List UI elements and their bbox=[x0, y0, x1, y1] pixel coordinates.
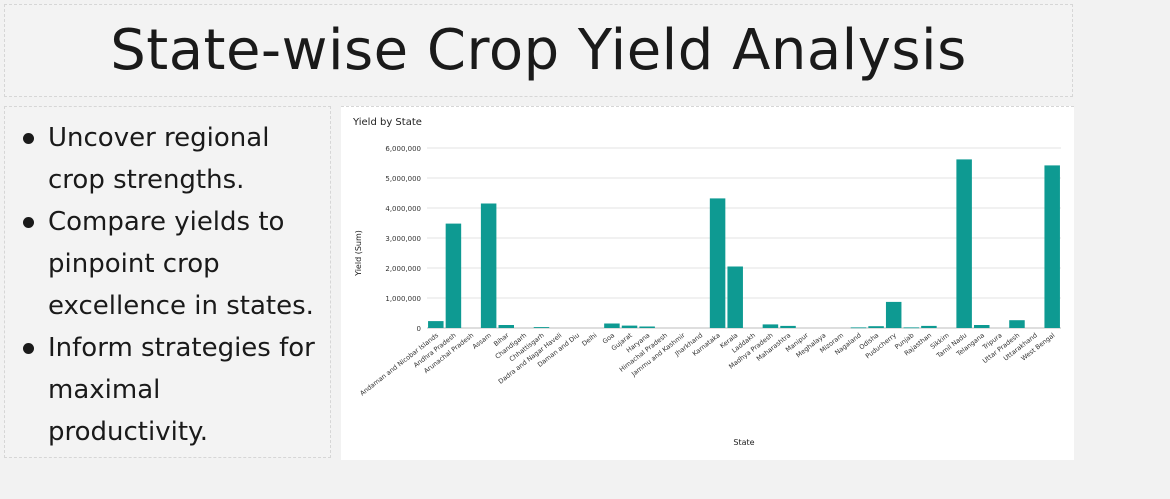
yield-bar-chart: Yield by State Yield (Sum) State 0 1,000,… bbox=[352, 117, 1061, 447]
bullet-item: Inform strategies for maximal productivi… bbox=[19, 327, 322, 453]
bar[interactable] bbox=[639, 326, 655, 329]
bar[interactable] bbox=[604, 323, 620, 329]
bullet-item: Compare yields to pinpoint crop excellen… bbox=[19, 201, 322, 327]
bar[interactable] bbox=[445, 223, 462, 328]
bar[interactable] bbox=[956, 159, 972, 328]
y-tick-label: 2,000,000 bbox=[385, 265, 421, 273]
y-tick-label: 0 bbox=[417, 325, 421, 333]
bar[interactable] bbox=[974, 325, 990, 328]
bar[interactable] bbox=[727, 266, 743, 329]
bullet-item: Uncover regional crop strengths. bbox=[19, 117, 322, 201]
x-tick-label: Assam bbox=[471, 331, 493, 351]
bar[interactable] bbox=[921, 325, 937, 328]
y-tick-label: 6,000,000 bbox=[385, 145, 421, 153]
bar[interactable] bbox=[885, 301, 902, 328]
y-tick-label: 1,000,000 bbox=[385, 295, 421, 303]
page-title: State-wise Crop Yield Analysis bbox=[110, 18, 967, 83]
y-tick-label: 5,000,000 bbox=[385, 175, 421, 183]
bar[interactable] bbox=[850, 327, 867, 329]
y-tick-labels: 0 1,000,000 2,000,000 3,000,000 4,000,000 5,0… bbox=[385, 145, 421, 333]
bar[interactable] bbox=[868, 326, 884, 328]
bar[interactable] bbox=[621, 325, 638, 328]
gridlines bbox=[427, 147, 1061, 329]
bars bbox=[428, 159, 1060, 329]
bar[interactable] bbox=[498, 325, 514, 328]
bar[interactable] bbox=[1009, 320, 1025, 328]
y-tick-label: 4,000,000 bbox=[385, 205, 421, 213]
bar[interactable] bbox=[903, 327, 920, 329]
bar[interactable] bbox=[480, 203, 497, 329]
bar[interactable] bbox=[762, 324, 779, 328]
x-tick-label: Delhi bbox=[580, 331, 598, 348]
y-axis-label: Yield (Sum) bbox=[354, 230, 363, 277]
chart-panel: Yield by State Yield (Sum) State 0 1,000,… bbox=[341, 106, 1074, 460]
bar[interactable] bbox=[1044, 165, 1060, 328]
bullet-panel: Uncover regional crop strengths. Compare… bbox=[4, 106, 331, 458]
bar[interactable] bbox=[709, 198, 726, 328]
bar[interactable] bbox=[533, 327, 550, 328]
title-panel: State-wise Crop Yield Analysis bbox=[4, 4, 1073, 97]
bar[interactable] bbox=[780, 325, 796, 328]
bar[interactable] bbox=[428, 321, 444, 328]
x-axis-label: State bbox=[733, 438, 754, 447]
bullet-list: Uncover regional crop strengths. Compare… bbox=[19, 117, 322, 453]
chart-title: Yield by State bbox=[352, 117, 422, 128]
y-tick-label: 3,000,000 bbox=[385, 235, 421, 243]
